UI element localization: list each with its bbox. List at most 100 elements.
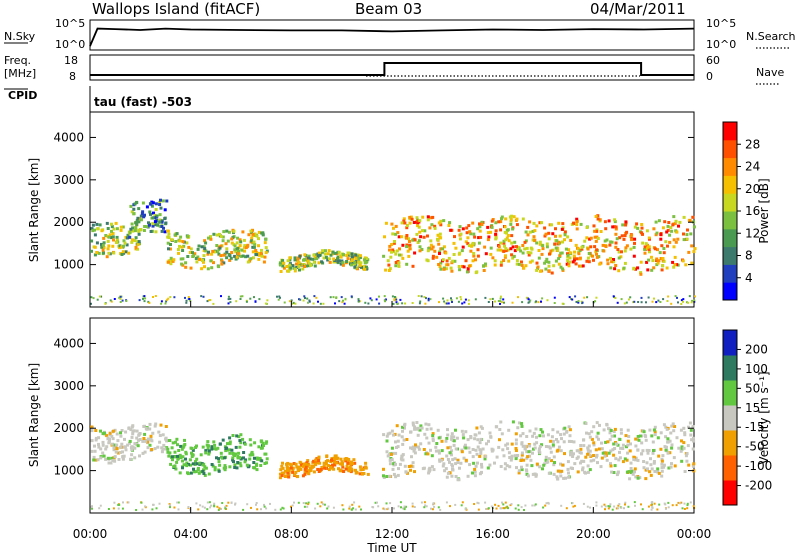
power-echo-cell: [197, 244, 201, 248]
velocity-echo-cell: [651, 440, 655, 444]
power-scatter-cell: [561, 302, 564, 305]
velocity-scatter-cell: [279, 508, 282, 511]
velocity-echo-cell: [130, 453, 134, 457]
power-echo-cell: [312, 260, 316, 264]
velocity-echo-cell: [621, 460, 625, 464]
velocity-echo-cell: [520, 465, 523, 469]
power-echo-cell: [543, 226, 547, 230]
velocity-echo-cell: [637, 438, 641, 442]
velocity-echo-cell: [660, 462, 664, 466]
velocity-echo-cell: [424, 452, 428, 456]
power-echo-cell: [693, 247, 697, 251]
power-colorbar-swatch: [723, 193, 737, 212]
power-echo-cell: [575, 217, 579, 221]
power-echo-cell: [467, 264, 471, 268]
power-echo-cell: [298, 268, 301, 272]
power-echo-cell: [558, 253, 562, 257]
velocity-echo-cell: [454, 462, 458, 466]
velocity-echo-cell: [615, 442, 618, 446]
velocity-echo-cell: [683, 433, 687, 437]
velocity-echo-cell: [90, 425, 94, 429]
power-echo-cell: [429, 243, 433, 247]
power-echo-cell: [520, 263, 524, 267]
power-scatter-cell: [460, 298, 463, 301]
velocity-scatter-cell: [477, 508, 480, 511]
velocity-echo-cell: [332, 467, 336, 471]
velocity-echo-cell: [445, 437, 449, 440]
velocity-scatter-cell: [485, 508, 488, 510]
power-scatter-cell: [487, 301, 490, 303]
power-echo-cell: [660, 244, 664, 248]
velocity-scatter-cell: [389, 502, 392, 505]
power-scatter-cell: [625, 301, 628, 304]
power-echo-cell: [204, 241, 208, 245]
power-echo-cell: [93, 245, 97, 249]
power-echo-cell: [690, 244, 694, 248]
power-colorbar-swatch: [723, 282, 737, 301]
power-echo-cell: [154, 202, 158, 206]
velocity-echo-cell: [538, 434, 542, 438]
power-echo-cell: [478, 229, 482, 233]
velocity-echo-cell: [128, 439, 132, 443]
power-echo-cell: [451, 259, 455, 263]
velocity-scatter-cell: [615, 507, 618, 510]
power-echo-cell: [131, 226, 135, 230]
power-echo-cell: [405, 236, 408, 240]
power-echo-cell: [252, 245, 256, 249]
velocity-echo-cell: [523, 447, 527, 451]
power-scatter-cell: [277, 298, 280, 301]
velocity-scatter-cell: [604, 508, 606, 511]
power-echo-cell: [569, 238, 573, 242]
velocity-echo-cell: [581, 466, 585, 470]
power-scatter-cell: [104, 302, 107, 305]
power-echo-cell: [464, 259, 468, 263]
power-echo-cell: [568, 260, 572, 264]
power-echo-cell: [604, 245, 608, 248]
power-echo-cell: [106, 247, 110, 251]
power-echo-cell: [458, 251, 462, 255]
power-echo-cell: [651, 259, 655, 263]
power-scatter-cell: [420, 295, 423, 298]
velocity-echo-cell: [225, 448, 229, 452]
velocity-echo-cell: [411, 465, 415, 469]
velocity-echo-cell: [466, 438, 470, 442]
power-scatter-cell: [546, 299, 549, 302]
power-echo-cell: [606, 258, 610, 262]
power-echo-cell: [202, 260, 205, 264]
power-echo-cell: [437, 263, 441, 266]
power-scatter-cell: [451, 301, 453, 303]
power-echo-cell: [238, 238, 242, 242]
power-scatter-cell: [239, 295, 242, 298]
velocity-scatter-cell: [501, 501, 503, 504]
power-echo-cell: [152, 211, 155, 215]
velocity-scatter-cell: [477, 502, 480, 505]
velocity-scatter-cell: [206, 508, 209, 511]
velocity-scatter-cell: [169, 506, 171, 509]
power-echo-cell: [382, 254, 386, 258]
power-echo-cell: [136, 216, 140, 220]
velocity-echo-cell: [350, 462, 354, 466]
velocity-scatter-cell: [533, 504, 536, 507]
velocity-scatter-cell: [624, 501, 627, 504]
velocity-scatter-cell: [187, 506, 190, 508]
velocity-scatter-cell: [617, 507, 620, 510]
power-echo-cell: [175, 232, 179, 236]
velocity-echo-cell: [613, 427, 617, 431]
velocity-echo-cell: [619, 446, 623, 450]
power-echo-cell: [400, 221, 404, 225]
power-echo-cell: [326, 258, 330, 262]
velocity-scatter-cell: [269, 502, 271, 505]
velocity-echo-cell: [260, 440, 264, 444]
velocity-echo-cell: [239, 441, 243, 445]
velocity-echo-cell: [462, 456, 466, 460]
velocity-scatter-cell: [411, 505, 414, 508]
velocity-echo-cell: [133, 446, 137, 450]
velocity-echo-cell: [121, 455, 125, 458]
velocity-scatter-cell: [595, 501, 598, 504]
velocity-echo-cell: [525, 469, 529, 473]
power-echo-cell: [515, 262, 519, 266]
velocity-echo-cell: [604, 451, 608, 455]
power-echo-cell: [253, 232, 257, 236]
velocity-echo-cell: [212, 440, 216, 444]
power-echo-cell: [225, 247, 229, 251]
